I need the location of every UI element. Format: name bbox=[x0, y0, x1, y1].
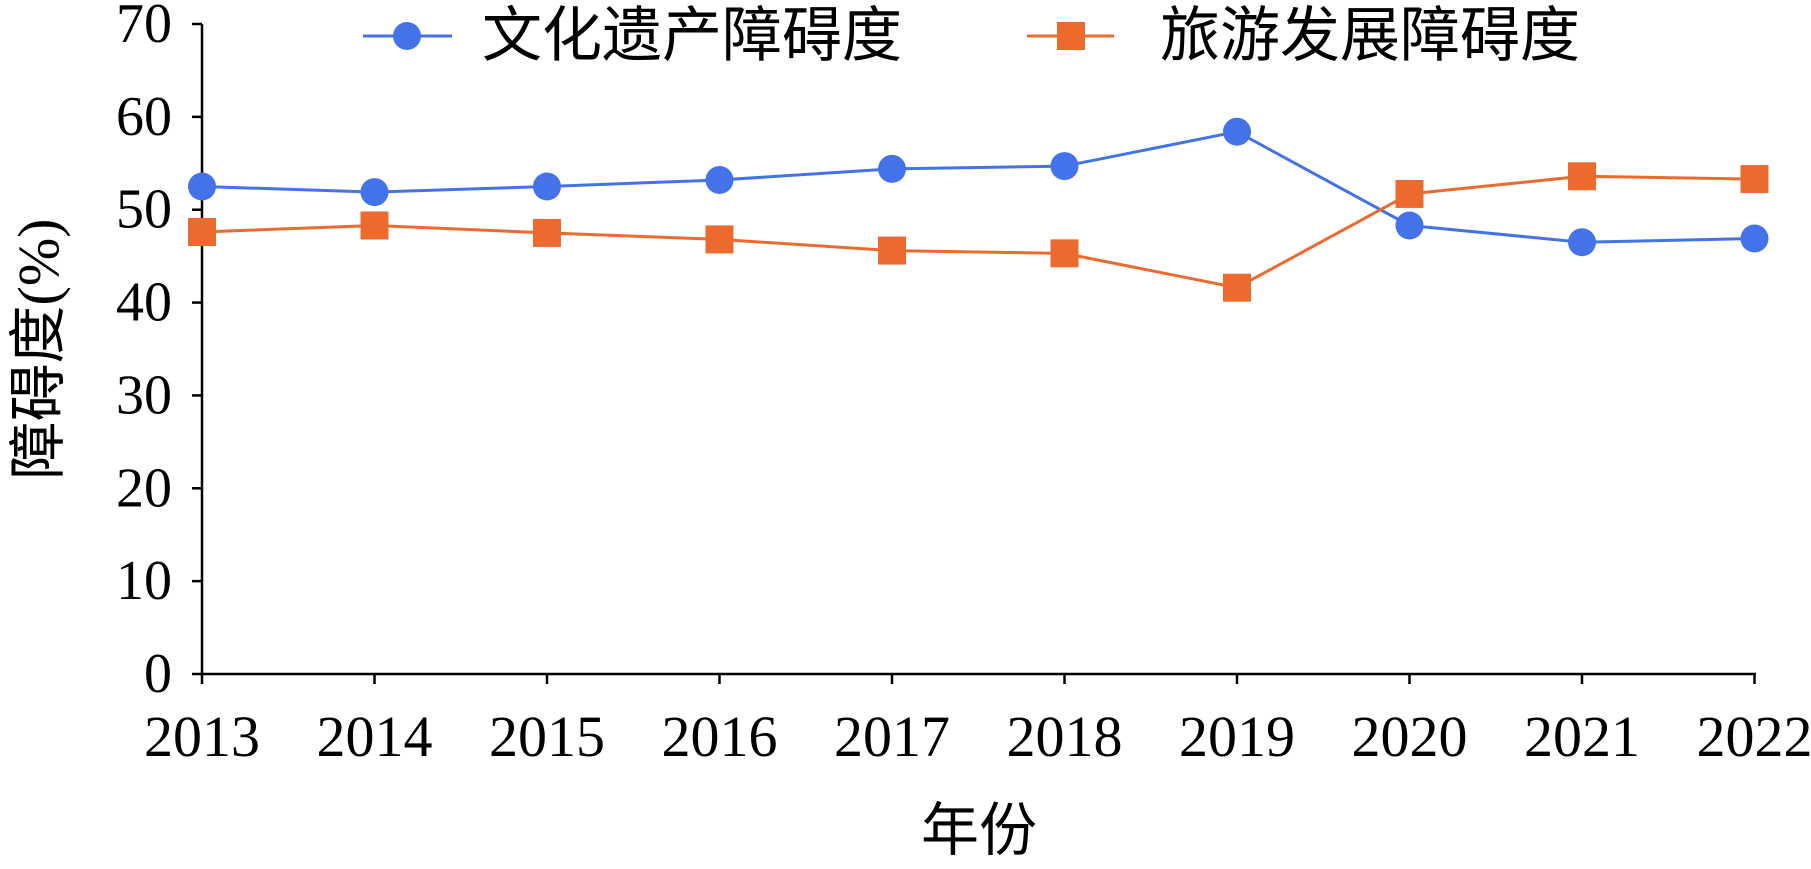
x-tick-label: 2016 bbox=[662, 704, 778, 769]
y-ticks: 0 10 20 30 40 50 60 70 bbox=[116, 0, 202, 705]
legend: 文化遗产障碍度 旅游发展障碍度 bbox=[363, 3, 1580, 69]
axes bbox=[202, 24, 1756, 674]
data-point-tourism-development bbox=[878, 237, 906, 265]
data-point-tourism-development bbox=[361, 212, 389, 240]
x-tick-label: 2013 bbox=[144, 704, 260, 769]
data-point-cultural-heritage bbox=[361, 178, 389, 206]
data-point-tourism-development bbox=[1223, 274, 1251, 302]
y-tick-label: 20 bbox=[116, 457, 172, 519]
data-point-cultural-heritage bbox=[878, 155, 906, 183]
data-point-cultural-heritage bbox=[188, 173, 216, 201]
y-tick-label: 30 bbox=[116, 364, 172, 426]
series-line-cultural-heritage bbox=[202, 132, 1755, 243]
data-point-cultural-heritage bbox=[706, 166, 734, 194]
data-point-cultural-heritage bbox=[1741, 225, 1769, 253]
y-tick-label: 40 bbox=[116, 272, 172, 334]
x-tick-label: 2014 bbox=[317, 704, 433, 769]
x-tick-label: 2018 bbox=[1007, 704, 1123, 769]
y-tick-label: 0 bbox=[144, 643, 172, 705]
data-point-tourism-development bbox=[1051, 239, 1079, 267]
data-point-tourism-development bbox=[1741, 165, 1769, 193]
x-tick-label: 2020 bbox=[1352, 704, 1468, 769]
series bbox=[188, 118, 1769, 302]
legend-marker-square-icon bbox=[1057, 22, 1085, 50]
legend-label-tourism-development: 旅游发展障碍度 bbox=[1160, 3, 1580, 69]
data-point-cultural-heritage bbox=[1223, 118, 1251, 146]
series-line-tourism-development bbox=[202, 176, 1755, 287]
y-axis-label: 障碍度(%) bbox=[6, 219, 71, 480]
data-point-tourism-development bbox=[706, 225, 734, 253]
legend-label-cultural-heritage: 文化遗产障碍度 bbox=[482, 3, 902, 69]
x-tick-label: 2022 bbox=[1697, 704, 1811, 769]
x-tick-label: 2015 bbox=[489, 704, 605, 769]
data-point-cultural-heritage bbox=[533, 173, 561, 201]
data-point-tourism-development bbox=[1568, 162, 1596, 190]
x-axis-label: 年份 bbox=[921, 798, 1037, 863]
x-tick-label: 2019 bbox=[1179, 704, 1295, 769]
data-point-cultural-heritage bbox=[1051, 152, 1079, 180]
legend-item-tourism-development: 旅游发展障碍度 bbox=[1027, 3, 1580, 69]
legend-marker-circle-icon bbox=[393, 22, 421, 50]
data-point-tourism-development bbox=[188, 218, 216, 246]
y-tick-label: 70 bbox=[116, 0, 172, 55]
x-tick-label: 2017 bbox=[834, 704, 950, 769]
legend-item-cultural-heritage: 文化遗产障碍度 bbox=[363, 3, 902, 69]
y-tick-label: 10 bbox=[116, 550, 172, 612]
data-point-cultural-heritage bbox=[1568, 228, 1596, 256]
data-point-cultural-heritage bbox=[1396, 212, 1424, 240]
data-point-tourism-development bbox=[1396, 180, 1424, 208]
x-tick-label: 2021 bbox=[1524, 704, 1640, 769]
x-ticks: 2013 2014 2015 2016 2017 2018 2019 2020 2021 2022 bbox=[144, 674, 1811, 769]
y-tick-label: 50 bbox=[116, 179, 172, 241]
y-tick-label: 60 bbox=[116, 86, 172, 148]
data-point-tourism-development bbox=[533, 219, 561, 247]
